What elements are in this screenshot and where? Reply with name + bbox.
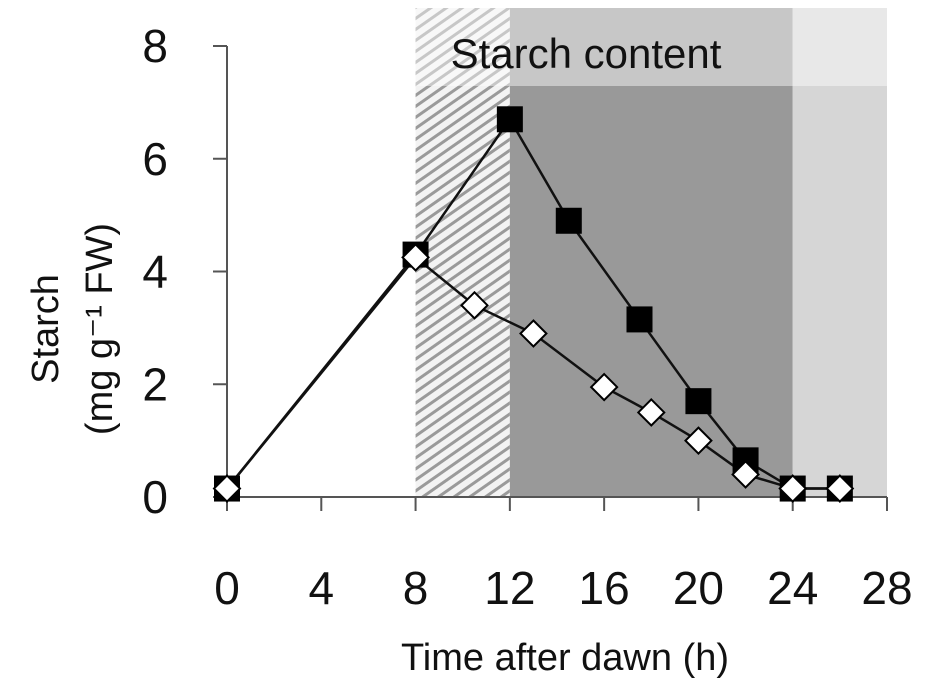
data-point-diamond [825, 474, 855, 503]
series-line-diamond [226, 255, 840, 490]
data-point-diamond [519, 319, 548, 348]
shaded-region-hatched [415, 8, 510, 497]
data-point-square [496, 106, 523, 133]
y-tick-label: 2 [142, 358, 168, 410]
x-tick-label: 28 [861, 562, 912, 614]
x-tick-label: 4 [308, 562, 334, 614]
chart-title: Starch content [451, 30, 722, 77]
series-layer [212, 106, 855, 503]
data-point-diamond [460, 290, 489, 320]
labels: Starch content Time after dawn (h) Starc… [25, 30, 729, 679]
y-axis-title-line1: Starch [25, 274, 67, 384]
y-axis-title-line2: (mg g⁻¹ FW) [79, 223, 121, 435]
data-point-diamond [731, 460, 760, 489]
x-tick-label: 0 [214, 562, 240, 614]
x-axis-title: Time after dawn (h) [401, 637, 729, 679]
y-tick-label: 4 [142, 246, 168, 298]
x-tick-label: 24 [767, 562, 818, 614]
data-point-diamond [684, 426, 713, 456]
data-point-diamond [589, 372, 619, 402]
title-band [415, 8, 887, 86]
data-point-diamond [212, 474, 242, 503]
x-tick-label: 12 [484, 562, 535, 614]
shaded-regions [415, 8, 887, 497]
y-tick-label: 8 [142, 20, 168, 72]
data-point-square [626, 306, 653, 333]
data-point-square [685, 388, 712, 415]
shaded-region-light-grey [792, 8, 887, 497]
data-point-diamond [401, 242, 430, 272]
x-tick-label: 20 [673, 562, 724, 614]
data-point-diamond [778, 474, 808, 503]
x-tick-label: 16 [579, 562, 630, 614]
data-point-diamond [636, 398, 666, 427]
y-tick-label: 6 [142, 133, 168, 185]
x-tick-label: 8 [403, 562, 429, 614]
data-point-square [555, 207, 582, 234]
y-tick-label: 0 [142, 471, 168, 523]
